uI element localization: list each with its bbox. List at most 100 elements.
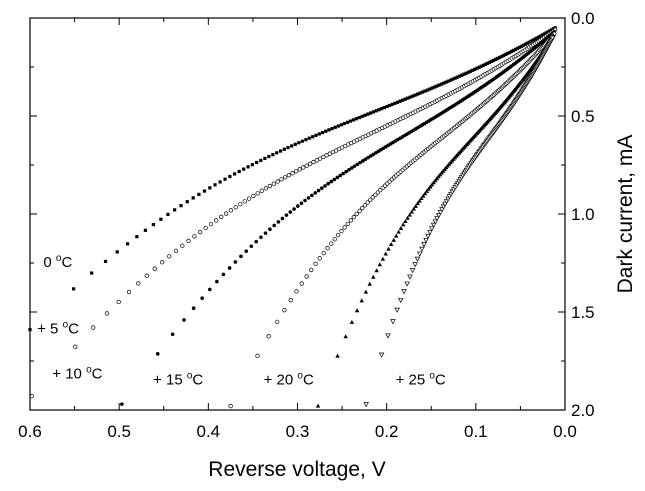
- data-point: [339, 123, 344, 127]
- data-point: [431, 180, 436, 185]
- data-point: [279, 177, 284, 182]
- data-point: [401, 98, 405, 102]
- data-point: [315, 403, 321, 408]
- data-point: [417, 198, 422, 203]
- data-point: [422, 191, 428, 196]
- data-point: [180, 243, 185, 248]
- data-point: [437, 83, 441, 87]
- data-point: [321, 154, 326, 160]
- data-point: [365, 200, 370, 205]
- data-point: [496, 56, 500, 60]
- data-point: [394, 233, 399, 238]
- data-point: [290, 144, 294, 148]
- data-point: [330, 126, 334, 131]
- data-point: [521, 43, 526, 47]
- data-point: [284, 213, 289, 217]
- data-point: [549, 35, 556, 41]
- data-point: [329, 179, 334, 184]
- data-point: [423, 89, 427, 93]
- data-point: [498, 55, 502, 59]
- data-point: [349, 319, 355, 324]
- data-point: [427, 230, 433, 236]
- data-point: [538, 34, 543, 38]
- data-point: [489, 59, 494, 63]
- data-point: [432, 219, 439, 225]
- data-point: [259, 188, 264, 193]
- data-point: [233, 205, 238, 210]
- data-point: [249, 244, 254, 249]
- data-point: [335, 353, 340, 358]
- data-point: [280, 216, 285, 221]
- data-point: [276, 220, 281, 224]
- data-point: [419, 196, 424, 201]
- data-point: [395, 100, 400, 104]
- data-point: [416, 251, 423, 257]
- data-point: [300, 139, 304, 143]
- data-point: [363, 402, 369, 408]
- data-point: [416, 92, 420, 96]
- data-point: [411, 94, 415, 98]
- data-point: [90, 271, 94, 275]
- x-tick-label: 0.1: [464, 422, 488, 441]
- data-point: [406, 96, 410, 100]
- data-point: [294, 169, 299, 174]
- series-3: [228, 31, 557, 409]
- data-point: [457, 74, 462, 78]
- data-point: [192, 234, 197, 239]
- data-point: [202, 189, 207, 193]
- data-point: [136, 281, 141, 286]
- data-point: [401, 289, 407, 295]
- data-point: [537, 35, 541, 39]
- data-point: [449, 78, 453, 82]
- data-point: [533, 37, 537, 41]
- data-point: [351, 214, 356, 220]
- series-0: [28, 26, 557, 332]
- data-point: [288, 298, 293, 303]
- series-2: [120, 29, 557, 406]
- data-point: [407, 274, 413, 280]
- data-point: [259, 158, 263, 163]
- data-point: [419, 246, 425, 252]
- data-point: [409, 209, 414, 214]
- y-axis-title: Dark current, mA: [614, 135, 637, 294]
- data-point: [430, 86, 434, 90]
- data-point: [259, 235, 263, 240]
- data-point: [267, 154, 271, 159]
- data-point: [411, 206, 416, 211]
- data-point: [525, 41, 529, 45]
- data-point: [446, 79, 450, 83]
- data-point: [143, 228, 147, 232]
- data-point: [347, 167, 351, 172]
- data-point: [403, 97, 407, 101]
- data-point: [170, 332, 175, 337]
- data-point: [475, 66, 479, 70]
- data-point: [360, 159, 365, 163]
- data-point: [435, 213, 442, 219]
- data-point: [390, 102, 394, 106]
- data-point: [548, 29, 552, 33]
- data-point: [523, 42, 527, 46]
- data-point: [420, 90, 425, 94]
- data-point: [200, 296, 204, 301]
- data-point: [483, 62, 487, 66]
- data-point: [120, 402, 124, 406]
- data-point: [304, 274, 309, 279]
- series-1: [29, 27, 558, 399]
- data-point: [173, 248, 179, 254]
- data-point: [401, 222, 406, 227]
- data-point: [421, 242, 427, 248]
- data-point: [185, 200, 189, 204]
- data-point: [294, 289, 299, 294]
- data-point: [455, 75, 459, 79]
- data-point: [434, 216, 440, 222]
- data-point: [152, 266, 157, 271]
- data-point: [227, 266, 232, 270]
- data-point: [335, 232, 341, 238]
- data-point: [126, 289, 132, 295]
- x-tick-label: 0.3: [286, 422, 310, 441]
- data-point: [382, 105, 386, 110]
- data-point: [481, 63, 485, 67]
- data-point: [366, 112, 370, 116]
- x-tick-label: 0.0: [553, 422, 577, 441]
